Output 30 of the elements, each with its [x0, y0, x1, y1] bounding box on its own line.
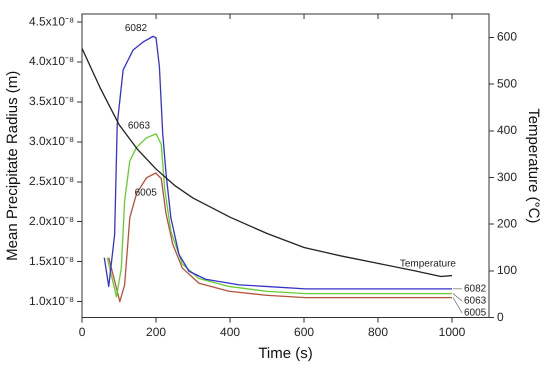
y-tick-label: 4.0x10⁻⁸ — [29, 54, 74, 68]
y2-axis-title: Temperature (°C) — [524, 108, 542, 224]
x-axis-title: Time (s) — [258, 345, 313, 362]
series-label: 6082 — [124, 23, 148, 34]
text: 6063 — [464, 296, 486, 307]
y2-tick-label: 100 — [496, 263, 518, 278]
text: 6082 — [464, 284, 486, 295]
y-tick-label: 2.5x10⁻⁸ — [29, 174, 74, 188]
text: 6005 — [464, 308, 486, 319]
x-tick-label: 800 — [368, 325, 388, 340]
y2-tick-label: 300 — [496, 170, 518, 184]
y-tick-label: 1.0x10⁻⁸ — [29, 294, 74, 308]
y2-tick-label: 0 — [496, 310, 504, 324]
y-tick-label: 4.5x10⁻⁸ — [29, 14, 74, 28]
y-tick-label: 3.5x10⁻⁸ — [29, 94, 74, 108]
y2-tick-label: 600 — [496, 30, 518, 44]
x-tick-label: 600 — [294, 325, 314, 340]
y2-tick-label: 500 — [496, 76, 518, 90]
x-tick-label: 200 — [146, 325, 166, 340]
y-tick-label: 3.0x10⁻⁸ — [29, 134, 74, 148]
x-tick-label: 0 — [78, 325, 86, 340]
y-axis-title: Mean Precipitate Radius (m) — [4, 70, 22, 261]
y2-tick-label: 200 — [496, 216, 518, 230]
y2-tick-label: 400 — [496, 123, 518, 138]
series-label: Temperature — [400, 258, 456, 270]
x-tick-label: 1000 — [438, 325, 466, 340]
x-tick-label: 400 — [220, 325, 240, 340]
y-tick-label: 1.5x10⁻⁸ — [29, 254, 74, 268]
y-tick-label: 2.0x10⁻⁸ — [29, 214, 74, 228]
series-label: 6063 — [128, 120, 151, 132]
